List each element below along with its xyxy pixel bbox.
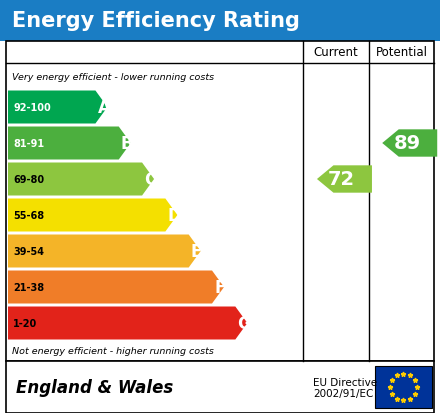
Text: 72: 72 [328,170,355,189]
Text: C: C [144,171,156,189]
Text: 1-20: 1-20 [13,318,37,328]
Polygon shape [8,307,247,339]
Text: 89: 89 [393,134,421,153]
Text: Not energy efficient - higher running costs: Not energy efficient - higher running co… [12,347,214,356]
Text: Very energy efficient - lower running costs: Very energy efficient - lower running co… [12,72,214,81]
Polygon shape [8,127,131,160]
Polygon shape [8,199,177,232]
Bar [6,361,434,413]
Polygon shape [8,91,107,124]
Text: F: F [214,278,225,296]
Text: Current: Current [314,46,359,59]
Text: B: B [121,135,133,153]
Text: EU Directive: EU Directive [313,377,378,387]
Text: 81-91: 81-91 [13,139,44,149]
Text: 39-54: 39-54 [13,247,44,256]
Text: D: D [167,206,181,224]
Polygon shape [8,271,224,304]
Text: E: E [191,242,202,260]
Text: G: G [237,314,251,332]
Polygon shape [8,163,154,196]
Bar [375,366,432,408]
Text: England & Wales: England & Wales [16,378,173,396]
Text: 21-38: 21-38 [13,282,44,292]
Bar [0,0,440,42]
Text: A: A [97,99,110,117]
Text: 69-80: 69-80 [13,175,44,185]
Text: Energy Efficiency Rating: Energy Efficiency Rating [12,11,300,31]
Polygon shape [382,130,437,157]
Text: 2002/91/EC: 2002/91/EC [313,388,374,398]
Polygon shape [317,166,372,193]
Text: 55-68: 55-68 [13,211,44,221]
Polygon shape [8,235,201,268]
Text: 92-100: 92-100 [13,103,51,113]
Bar [6,42,434,361]
Text: Potential: Potential [375,46,428,59]
